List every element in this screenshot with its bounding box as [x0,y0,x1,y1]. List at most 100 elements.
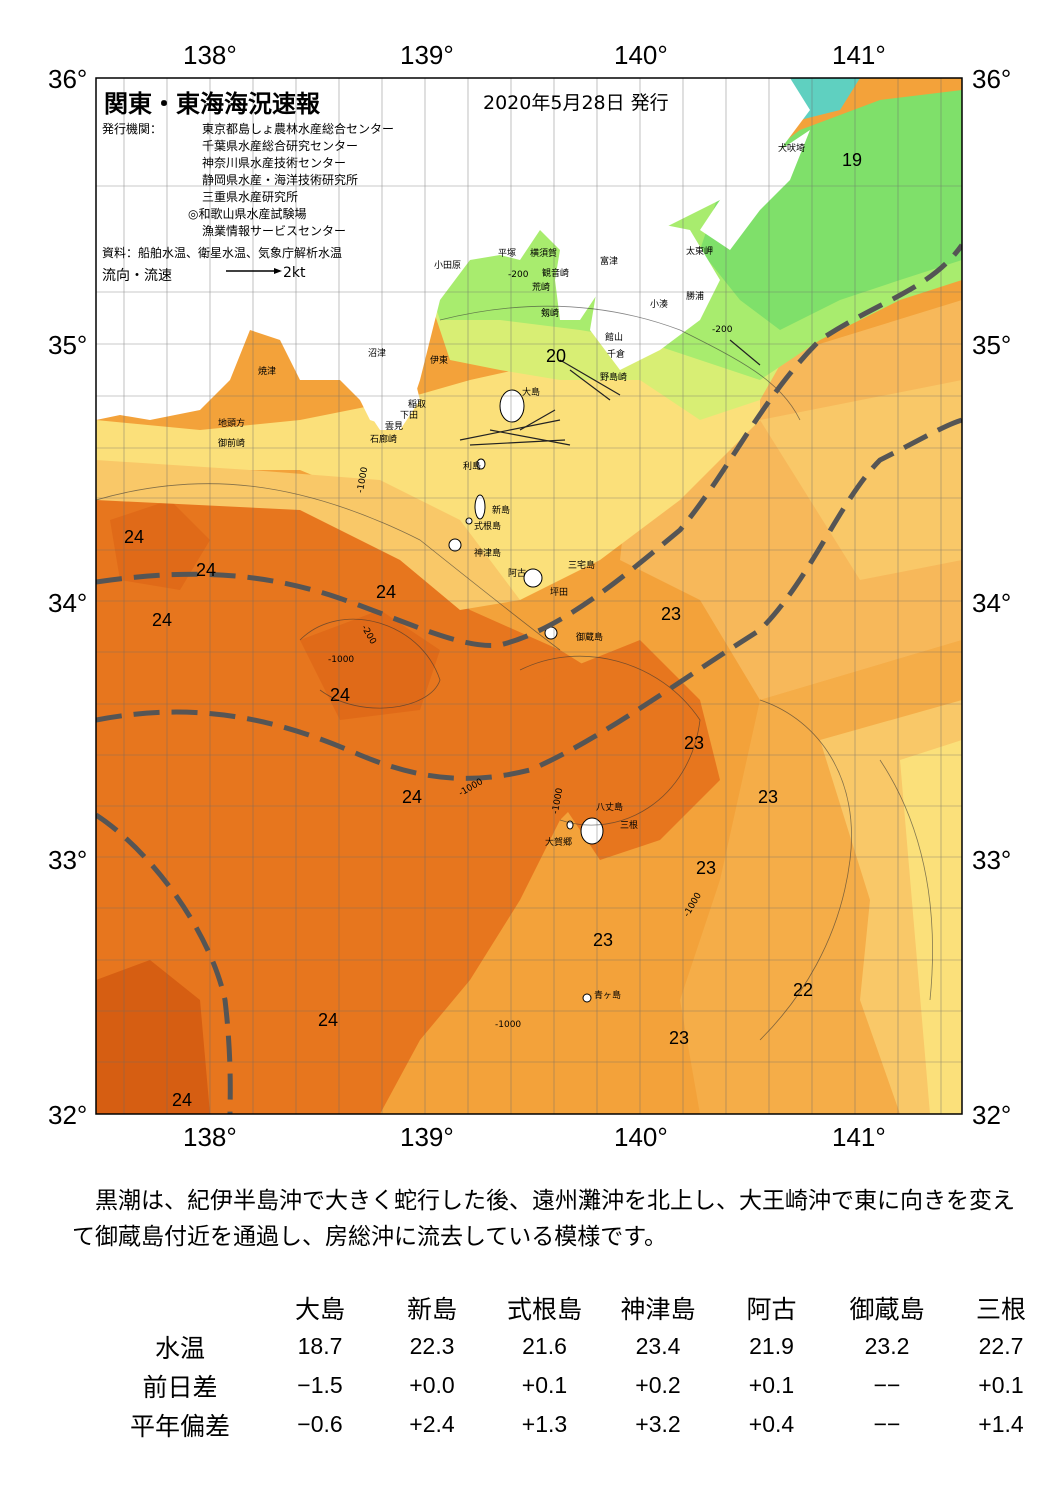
place-name: 下田 [400,411,419,421]
publisher-4: 静岡県水産・海洋技術研究所 [202,173,359,187]
station-header: 御蔵島 [849,1295,925,1324]
island-hachijojima [580,817,604,845]
depth-label: -1000 [495,1020,522,1030]
zone-24-5b [110,500,210,590]
zone-22-5-coastal [96,460,520,610]
station-header: 三根 [975,1295,1026,1324]
table-cell: 18.7 [297,1333,343,1359]
publisher-3: 神奈川県水産技術センター [202,156,347,170]
lat-label-35-right: 35° [972,330,1012,360]
temperature-field [96,78,962,1114]
place-name: 千倉 [607,350,626,360]
island-aogashima [582,993,592,1003]
publisher-label: 発行機関： [102,122,163,136]
isotherm-label: 24 [318,1010,339,1030]
lon-label-top-140: 140° [614,40,668,70]
table-cell: 22.3 [409,1333,455,1359]
place-name: 地頭方 [218,419,246,429]
place-name: 大賀郷 [545,838,573,848]
table-cell: +0.1 [978,1372,1024,1398]
issue-date: 2020年5月28日 発行 [483,92,669,114]
island-oshima [499,389,525,423]
land-boso-east [700,130,810,250]
isotherm-label: 23 [593,930,614,950]
isotherm-label: 23 [661,604,682,624]
depth-label: -200 [712,325,733,335]
kuroshio-axis [96,243,962,1114]
place-name: 八丈島 [596,803,624,813]
lat-label-top-left: 36° [48,64,88,94]
island-toshima [476,458,486,470]
station-header: 新島 [406,1295,457,1324]
lat-label-32-left: 32° [48,1100,88,1130]
land-boso-peninsula [590,220,720,370]
depth-label: -200 [508,270,529,280]
depth-label: -1000 [328,655,355,665]
table-cell: −− [873,1411,901,1437]
isotherm-label: 24 [196,560,217,580]
place-name: 館山 [605,333,624,343]
lat-label-33-left: 33° [48,845,88,875]
row-label: 水温 [154,1334,205,1363]
place-name: 野島崎 [600,373,628,383]
lon-label-bottom-140: 140° [614,1122,668,1152]
lon-label-top-141: 141° [832,40,886,70]
place-name: 横須賀 [530,249,558,259]
island-kozushima [448,538,462,552]
flow-legend-label: 流向・流速 [102,268,172,284]
flow-scale-label: 2kt [283,265,306,281]
publisher-7: 漁業情報サービスセンター [202,224,347,238]
isotherm-label: 23 [684,733,705,753]
table-cell: 21.9 [749,1333,794,1359]
station-header: 式根島 [506,1295,582,1324]
isotherm-label: 24 [172,1090,193,1110]
row-label: 平年偏差 [129,1412,230,1441]
place-name: 石廊崎 [370,435,398,445]
place-name: 焼津 [258,367,277,377]
place-name: 沼津 [368,349,387,359]
zone-22-coastal [96,330,760,600]
place-name: 式根島 [474,522,502,532]
kuroshio-description: 黒潮は、紀伊半島沖で大きく蛇行した後、遠州灘沖を北上し、大王崎沖で東に向きを変え… [72,1188,1015,1250]
isotherm-label: 23 [758,787,779,807]
isotherm-label: 20 [546,346,567,366]
station-header: 大島 [294,1295,345,1324]
place-name: 観音崎 [542,269,570,279]
graticule [96,78,962,1114]
isotherm-label: 19 [842,150,863,170]
table-cell: −− [873,1372,901,1398]
data-source: 資料：船舶水温、衛星水温、気象庁解析水温 [102,246,343,260]
place-name: 三根 [620,821,639,831]
publisher-5: 三重県水産研究所 [202,190,299,204]
table-cell: 22.7 [978,1333,1024,1359]
map-frame [95,77,963,1115]
table-row: 平年偏差 −0.6 +2.4 +1.3 +3.2 +0.4 −− +1.4 [96,1405,1056,1444]
place-name: 三宅島 [568,561,596,571]
lon-label-top-139: 139° [400,40,454,70]
lat-label-33-right: 33° [972,845,1012,875]
isotherm-label: 24 [124,527,145,547]
table-cell: −0.6 [297,1411,343,1437]
flow-scale-arrowhead [274,268,282,274]
observation-table: 大島 新島 式根島 神津島 阿古 御蔵島 三根 水温 18.7 22.3 21.… [96,1288,1056,1444]
place-name: 伊東 [430,356,449,366]
island-miyakejima [523,568,543,588]
table-cell: 21.6 [522,1333,567,1359]
map-title: 関東・東海海況速報 [104,90,320,118]
row-label: 前日差 [142,1373,218,1402]
table-cell: +0.1 [748,1372,795,1398]
isotherm-label: 24 [330,685,351,705]
table-row: 水温 18.7 22.3 21.6 23.4 21.9 23.2 22.7 [96,1327,1056,1366]
isotherm-label: 24 [152,610,173,630]
lon-label-bottom-138: 138° [183,1122,237,1152]
island-shikinejima [465,517,473,525]
table-cell: 23.4 [635,1333,681,1359]
lat-label-34-left: 34° [48,588,88,618]
place-name: 大島 [522,388,541,398]
land-kanto [96,78,810,430]
publisher-2: 千葉県水産総合研究センター [202,139,359,153]
publisher-1: 東京都島しょ農林水産総合センター [202,122,395,136]
zone-24-east [540,640,720,860]
lat-label-32-right: 32° [972,1100,1012,1130]
table-cell: +3.2 [635,1411,681,1437]
